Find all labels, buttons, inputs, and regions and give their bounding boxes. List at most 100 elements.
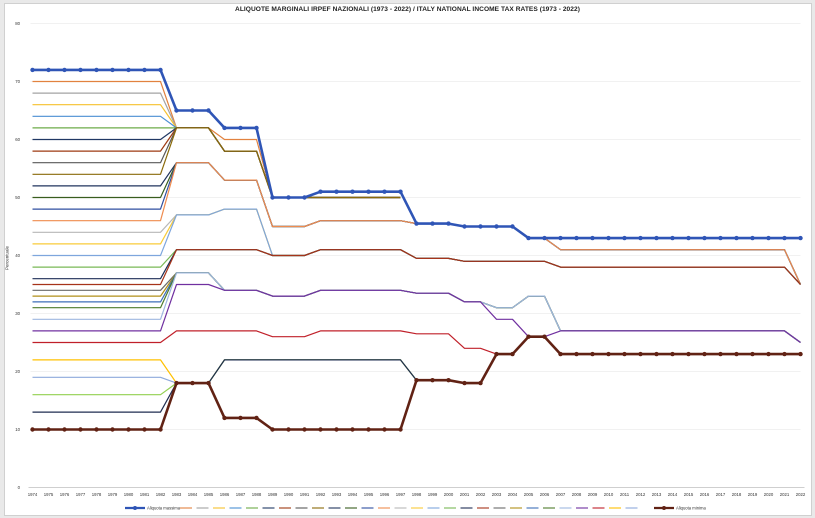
point-min — [286, 427, 291, 432]
point-max — [446, 221, 451, 226]
series-line-min — [32, 335, 801, 431]
point-min — [750, 351, 755, 357]
point-min — [366, 427, 371, 432]
point-max — [30, 67, 35, 73]
x-tick-label: 2006 — [540, 492, 550, 497]
point-max — [222, 125, 227, 131]
point-max — [270, 195, 275, 200]
x-tick-label: 1981 — [140, 492, 150, 497]
y-tick-label: 70 — [15, 79, 20, 84]
y-tick-label: 0 — [18, 485, 21, 490]
y-tick-label: 40 — [15, 253, 20, 258]
point-max — [190, 108, 195, 113]
point-max — [286, 195, 291, 200]
chart-title: ALIQUOTE MARGINALI IRPEF NAZIONALI (1973… — [235, 6, 580, 13]
legend-label-max: Aliquota massima — [147, 506, 181, 511]
point-min — [254, 415, 259, 421]
x-tick-label: 1994 — [348, 492, 358, 497]
point-max — [62, 67, 67, 73]
point-min — [430, 378, 435, 383]
x-tick-label: 2009 — [588, 492, 598, 497]
point-min — [766, 351, 771, 357]
point-min — [350, 427, 355, 432]
point-max — [382, 189, 387, 194]
y-tick-label: 30 — [15, 311, 20, 316]
point-max — [430, 221, 435, 226]
bracket-series-line-19 — [32, 249, 801, 286]
bracket-series-line-29 — [32, 336, 561, 396]
x-tick-label: 2001 — [460, 492, 470, 497]
y-tick-label: 80 — [15, 21, 20, 26]
point-min — [30, 427, 35, 432]
point-max — [78, 67, 83, 73]
x-tick-label: 1984 — [188, 492, 198, 497]
point-min — [526, 334, 531, 339]
x-tick-label: 1977 — [76, 492, 86, 497]
point-max — [606, 235, 611, 241]
point-min — [206, 380, 211, 386]
legend-label-min: Aliquota minima — [676, 506, 706, 511]
point-min — [334, 427, 339, 432]
point-min — [78, 427, 83, 432]
x-tick-label: 1979 — [108, 492, 118, 497]
point-min — [558, 351, 563, 357]
legend: Aliquota massima Aliquota minima — [125, 506, 706, 511]
point-max — [94, 67, 99, 73]
point-min — [142, 427, 147, 432]
point-min — [718, 351, 723, 357]
x-tick-label: 1978 — [92, 492, 102, 497]
point-min — [414, 378, 419, 383]
x-tick-label: 2010 — [604, 492, 614, 497]
point-max — [590, 235, 595, 241]
point-max — [542, 235, 547, 241]
x-tick-label: 1986 — [220, 492, 230, 497]
x-tick-label: 2016 — [700, 492, 710, 497]
point-min — [654, 351, 659, 357]
x-tick-label: 1998 — [412, 492, 422, 497]
point-min — [494, 351, 499, 357]
point-min — [734, 351, 739, 357]
bracket-series-line-23 — [32, 272, 801, 343]
point-max — [350, 189, 355, 194]
point-max — [766, 235, 771, 241]
point-min — [670, 351, 675, 357]
point-min — [686, 351, 691, 357]
x-tick-label: 1989 — [268, 492, 278, 497]
x-tick-label: 2008 — [572, 492, 582, 497]
x-tick-label: 1988 — [252, 492, 262, 497]
legend-marker-max — [133, 506, 137, 510]
point-max — [334, 189, 339, 194]
point-max — [142, 67, 147, 73]
point-max — [750, 235, 755, 241]
x-tick-label: 1975 — [44, 492, 54, 497]
x-tick-label: 1987 — [236, 492, 246, 497]
gridlines — [30, 23, 801, 430]
point-min — [702, 351, 707, 357]
point-min — [126, 427, 131, 432]
bracket-series-line-25 — [32, 283, 801, 343]
point-max — [638, 235, 643, 241]
point-min — [398, 427, 403, 432]
x-tick-label: 2000 — [444, 492, 454, 497]
point-max — [478, 224, 483, 229]
point-min — [222, 415, 227, 421]
point-max — [398, 189, 403, 194]
x-tick-label: 2004 — [508, 492, 518, 497]
x-tick-label: 2021 — [780, 492, 790, 497]
point-min — [446, 378, 451, 383]
point-max — [782, 235, 787, 241]
point-min — [798, 351, 803, 357]
point-min — [478, 380, 483, 386]
point-min — [638, 351, 643, 357]
x-tick-label: 1995 — [364, 492, 374, 497]
bracket-series-group — [32, 80, 802, 413]
point-max — [302, 195, 307, 200]
point-max — [414, 221, 419, 226]
x-tick-label: 2018 — [732, 492, 742, 497]
point-max — [670, 235, 675, 241]
point-min — [510, 351, 515, 357]
point-min — [542, 334, 547, 339]
x-tick-label: 2022 — [796, 492, 806, 497]
y-axis-ticks: 0 10 20 30 40 50 60 70 80 — [15, 21, 20, 490]
